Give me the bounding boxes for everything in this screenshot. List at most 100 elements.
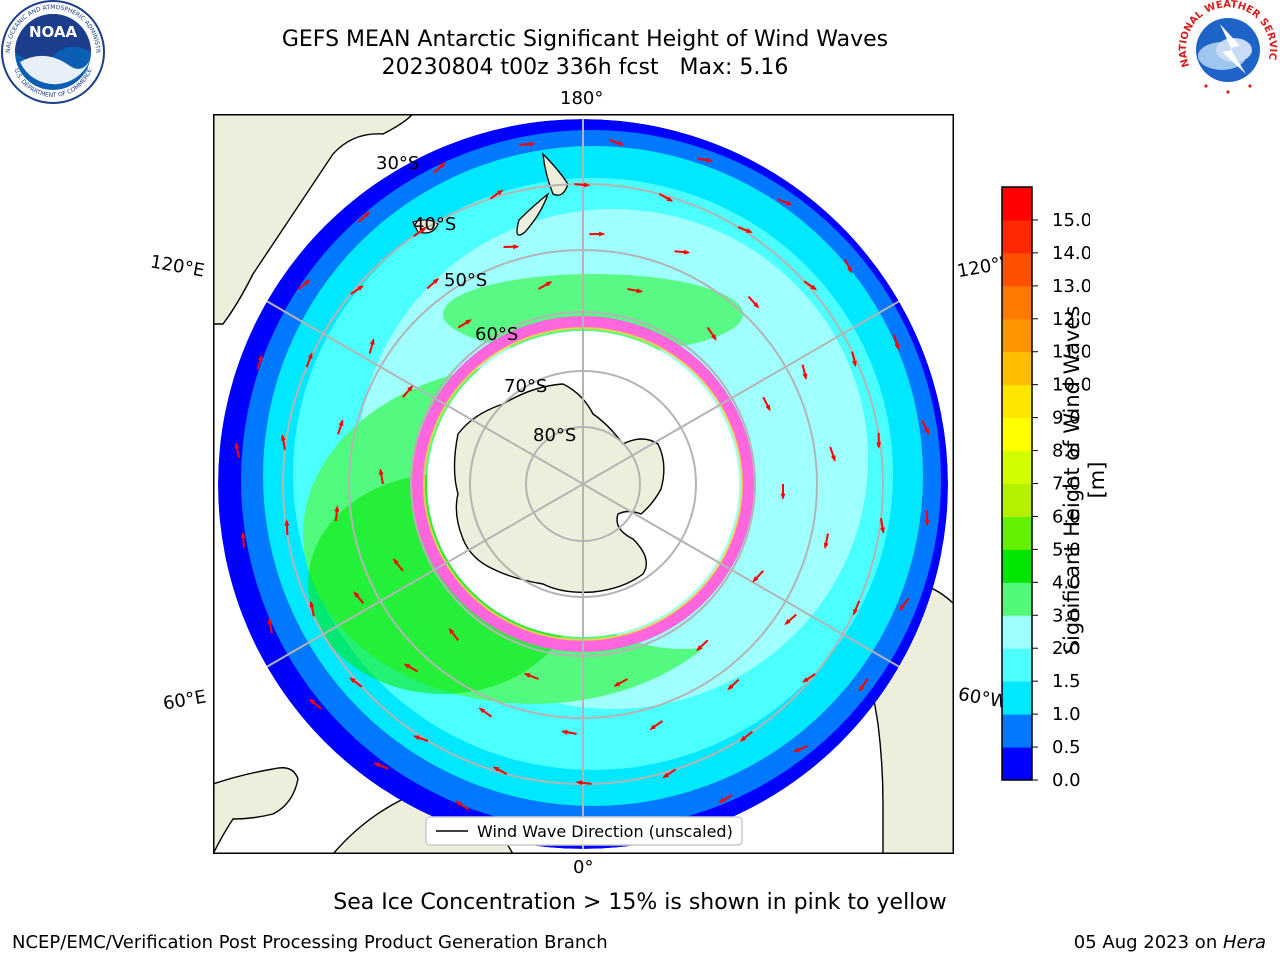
- lon-label-120e: 120°E: [148, 251, 207, 282]
- wave-arrow-head: [784, 619, 791, 626]
- noaa-logo-text: NOAA: [29, 23, 78, 41]
- wave-arrow-head: [393, 558, 399, 565]
- colorbar-swatch: [1002, 516, 1032, 550]
- lon-label-60e: 60°E: [161, 686, 208, 715]
- wave-arrow-head: [858, 685, 865, 692]
- colorbar-tick-label: 0.5: [1052, 737, 1081, 758]
- footer-credit: NCEP/EMC/Verification Post Processing Pr…: [12, 932, 608, 953]
- wave-arrow-head: [420, 226, 427, 233]
- wave-arrow-head: [439, 162, 446, 169]
- map-legend: Wind Wave Direction (unscaled): [425, 816, 743, 846]
- wave-arrow-head: [496, 189, 504, 196]
- wave-arrow-head: [373, 762, 381, 768]
- wave-arrow-head: [810, 284, 818, 291]
- polar-map: 30°S 40°S 50°S 60°S 70°S 80°S Wind Wave …: [213, 114, 954, 854]
- wave-arrow-head: [780, 493, 786, 500]
- wave-arrow-head: [338, 419, 344, 426]
- wave-arrow-head: [363, 211, 371, 218]
- colorbar-tick-label: 8.0: [1052, 441, 1081, 462]
- colorbar-tick-label: 10.0: [1052, 375, 1090, 396]
- wave-arrow-head: [727, 684, 734, 691]
- wave-arrow-head: [880, 527, 885, 534]
- colorbar-label: Significant Height of Wind Waves [m]: [1060, 305, 1109, 655]
- wave-arrow-head: [513, 244, 520, 250]
- wave-arrow-head: [528, 141, 536, 147]
- wave-arrow-head: [448, 627, 455, 635]
- wave-arrow-head: [304, 279, 311, 286]
- colorbar-swatch: [1002, 219, 1032, 254]
- wave-arrow-head: [876, 442, 882, 449]
- wave-arrow-head: [280, 434, 286, 441]
- chart-title: GEFS MEAN Antarctic Significant Height o…: [180, 26, 990, 82]
- wave-arrow-head: [353, 591, 360, 598]
- colorbar-tick-label: 11.0: [1052, 342, 1090, 363]
- wave-arrow-head: [847, 266, 853, 274]
- noaa-logo: NATIONAL OCEANIC AND ATMOSPHERIC ADMINIS…: [0, 0, 105, 104]
- wave-arrow-head: [924, 428, 930, 435]
- colorbar: 0.0 0.5 1.0 1.5 2.0 3.0 4.0 5.0 6.0 7.0 8.0 9.0 10.0…: [1001, 186, 1090, 790]
- colorbar-swatch: [1002, 582, 1032, 616]
- wave-arrow-head: [785, 200, 793, 206]
- wave-arrow-head: [575, 780, 583, 786]
- sea-ice-note: Sea Ice Concentration > 15% is shown in …: [333, 890, 947, 915]
- colorbar-swatch: [1002, 549, 1032, 583]
- wave-arrow-head: [240, 531, 246, 539]
- wave-arrow-head: [852, 360, 857, 368]
- wave-arrow-head: [636, 288, 644, 294]
- wave-arrow-head: [432, 277, 440, 284]
- tasmania: [412, 219, 439, 234]
- wave-arrow-head: [583, 182, 591, 188]
- colorbar-swatch: [1002, 285, 1032, 320]
- wave-arrow-head: [284, 519, 290, 526]
- wave-arrow-head: [746, 228, 753, 233]
- wave-arrow-head: [308, 698, 316, 705]
- colorbar-swatch: [1002, 450, 1032, 484]
- wave-arrow-head: [234, 442, 240, 449]
- lon-label-0: 0°: [573, 857, 594, 878]
- wave-arrow-head: [369, 338, 375, 345]
- wave-arrow-head: [718, 797, 726, 804]
- wave-arrow-head: [753, 302, 760, 309]
- lat-label-80: 80°S: [533, 425, 576, 446]
- wave-arrow-head: [662, 772, 669, 779]
- colorbar-tick-label: 13.0: [1052, 276, 1090, 297]
- wave-arrow-head: [793, 747, 800, 753]
- title-line1: GEFS MEAN Antarctic Significant Height o…: [281, 27, 889, 52]
- wave-arrow-head: [412, 735, 420, 740]
- colorbar-tick-label: 3.0: [1052, 605, 1081, 626]
- nws-logo: NATIONAL WEATHER SERVICE: [1176, 0, 1278, 98]
- colorbar-swatch: [1002, 384, 1032, 419]
- title-line2: 20230804 t00z 336h fcst Max: 5.16: [381, 55, 789, 80]
- wave-arrow-head: [924, 519, 930, 527]
- lat-label-30: 30°S: [376, 153, 419, 174]
- wave-arrow-head: [894, 343, 900, 351]
- map-border: [213, 114, 954, 854]
- wave-arrow-head: [309, 600, 315, 608]
- wave-arrow-head: [613, 681, 621, 687]
- colorbar-swatch: [1002, 252, 1032, 287]
- colorbar-tick-label: 1.5: [1052, 671, 1081, 692]
- lat-label-40: 40°S: [413, 214, 456, 235]
- colorbar-swatch: [1002, 187, 1032, 221]
- wave-arrow-head: [801, 677, 809, 683]
- lat-label-60: 60°S: [475, 324, 518, 345]
- wave-arrow-head: [823, 542, 829, 550]
- colorbar-swatch: [1002, 681, 1032, 715]
- wave-arrow-head: [739, 735, 747, 742]
- wave-arrow-head: [711, 334, 717, 341]
- wave-arrow-head: [649, 724, 656, 731]
- wave-arrow-head: [752, 576, 759, 583]
- wave-arrow-head: [267, 617, 273, 625]
- colorbar-swatch: [1002, 747, 1032, 781]
- colorbar-tick-label: 5.0: [1052, 539, 1081, 560]
- wave-arrow-head: [683, 249, 691, 255]
- colorbar-tick-label: 14.0: [1052, 243, 1090, 264]
- wave-arrow-head: [523, 673, 531, 678]
- wind-wave-arrows: [234, 139, 930, 831]
- colorbar-tick-label: 7.0: [1052, 474, 1081, 495]
- wave-arrow-head: [258, 354, 263, 361]
- colorbar-swatch: [1002, 648, 1032, 682]
- wave-arrow-head: [666, 196, 674, 202]
- wave-arrow-head: [765, 404, 771, 412]
- lat-label-50: 50°S: [444, 270, 487, 291]
